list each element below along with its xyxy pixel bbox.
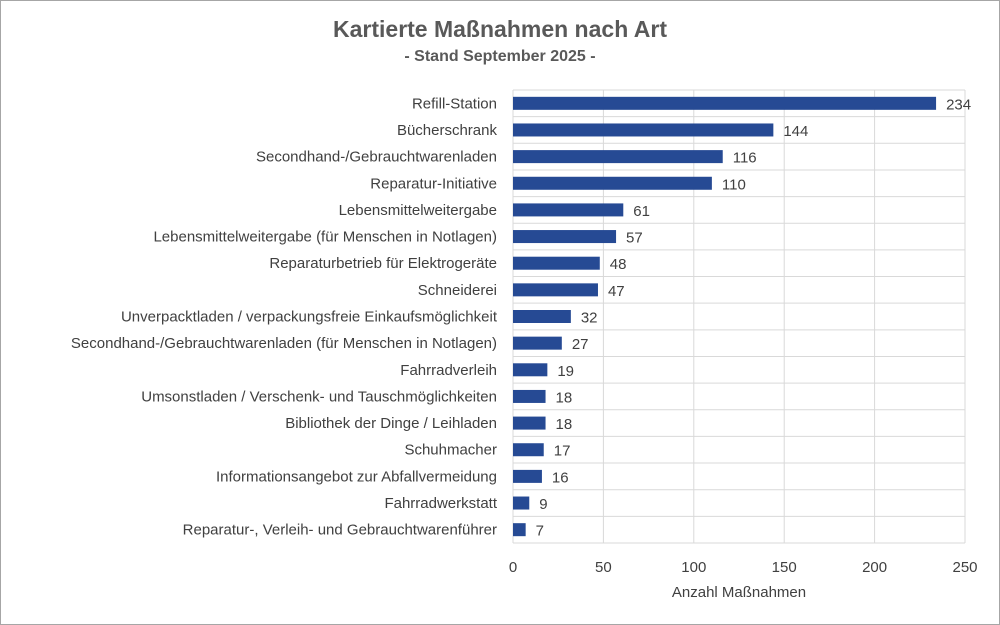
category-label: Lebensmittelweitergabe — [339, 202, 497, 219]
bar — [513, 469, 542, 483]
x-tick-label: 100 — [681, 559, 706, 576]
chart-subtitle: - Stand September 2025 - — [404, 48, 596, 65]
category-label: Unverpacktladen / verpackungsfreie Einka… — [121, 309, 498, 326]
category-label: Fahrradwerkstatt — [384, 495, 497, 512]
category-label: Reparatur-, Verleih- und Gebrauchtwarenf… — [183, 522, 497, 539]
x-tick-label: 50 — [595, 559, 612, 576]
data-label: 18 — [556, 416, 573, 433]
data-label: 234 — [946, 96, 971, 113]
chart-title: Kartierte Maßnahmen nach Art — [333, 16, 667, 42]
category-label: Bücherschrank — [397, 122, 498, 139]
data-label: 116 — [733, 150, 757, 167]
bar — [513, 496, 530, 510]
bar — [513, 176, 712, 190]
category-label: Secondhand-/Gebrauchtwarenladen — [256, 149, 497, 166]
bar — [513, 523, 526, 537]
data-label: 144 — [783, 123, 808, 140]
bar — [513, 310, 571, 323]
bar — [513, 230, 617, 244]
x-tick-label: 200 — [862, 559, 887, 576]
category-label: Secondhand-/Gebrauchtwarenladen (für Men… — [71, 335, 497, 352]
bar — [513, 416, 546, 430]
category-label: Reparaturbetrieb für Elektrogeräte — [269, 255, 497, 272]
bar — [513, 443, 544, 457]
data-label: 48 — [610, 256, 627, 273]
data-label: 9 — [539, 496, 547, 513]
bar — [513, 363, 548, 377]
category-label: Reparatur-Initiative — [370, 175, 497, 192]
category-label: Bibliothek der Dinge / Leihladen — [285, 415, 497, 432]
data-label: 27 — [572, 336, 589, 353]
bar — [513, 203, 624, 217]
category-label: Informationsangebot zur Abfallvermeidung — [216, 468, 497, 485]
data-label: 61 — [633, 203, 650, 220]
data-label: 7 — [536, 523, 544, 540]
bar — [513, 389, 546, 403]
x-tick-label: 150 — [772, 559, 797, 576]
bar — [513, 123, 774, 137]
category-label: Fahrradverleih — [400, 362, 497, 379]
data-label: 16 — [552, 469, 569, 486]
data-label: 57 — [626, 230, 643, 247]
category-label: Schneiderei — [418, 282, 497, 299]
x-tick-label: 0 — [509, 559, 517, 576]
bar — [513, 336, 562, 350]
bar — [513, 150, 723, 164]
category-label: Schuhmacher — [404, 442, 497, 459]
bar — [513, 96, 937, 110]
bar — [513, 256, 600, 270]
category-label: Umsonstladen / Verschenk- und Tauschmögl… — [141, 388, 497, 405]
data-label: 18 — [556, 389, 573, 406]
data-label: 17 — [554, 443, 571, 460]
x-tick-label: 250 — [952, 559, 977, 576]
category-label: Lebensmittelweitergabe (für Menschen in … — [153, 229, 497, 246]
data-label: 32 — [581, 310, 598, 327]
data-label: 110 — [722, 176, 746, 193]
category-label: Refill-Station — [412, 95, 497, 112]
x-axis-title: Anzahl Maßnahmen — [672, 584, 806, 601]
data-label: 19 — [557, 363, 574, 380]
data-label: 47 — [608, 283, 625, 300]
bar — [513, 283, 598, 297]
